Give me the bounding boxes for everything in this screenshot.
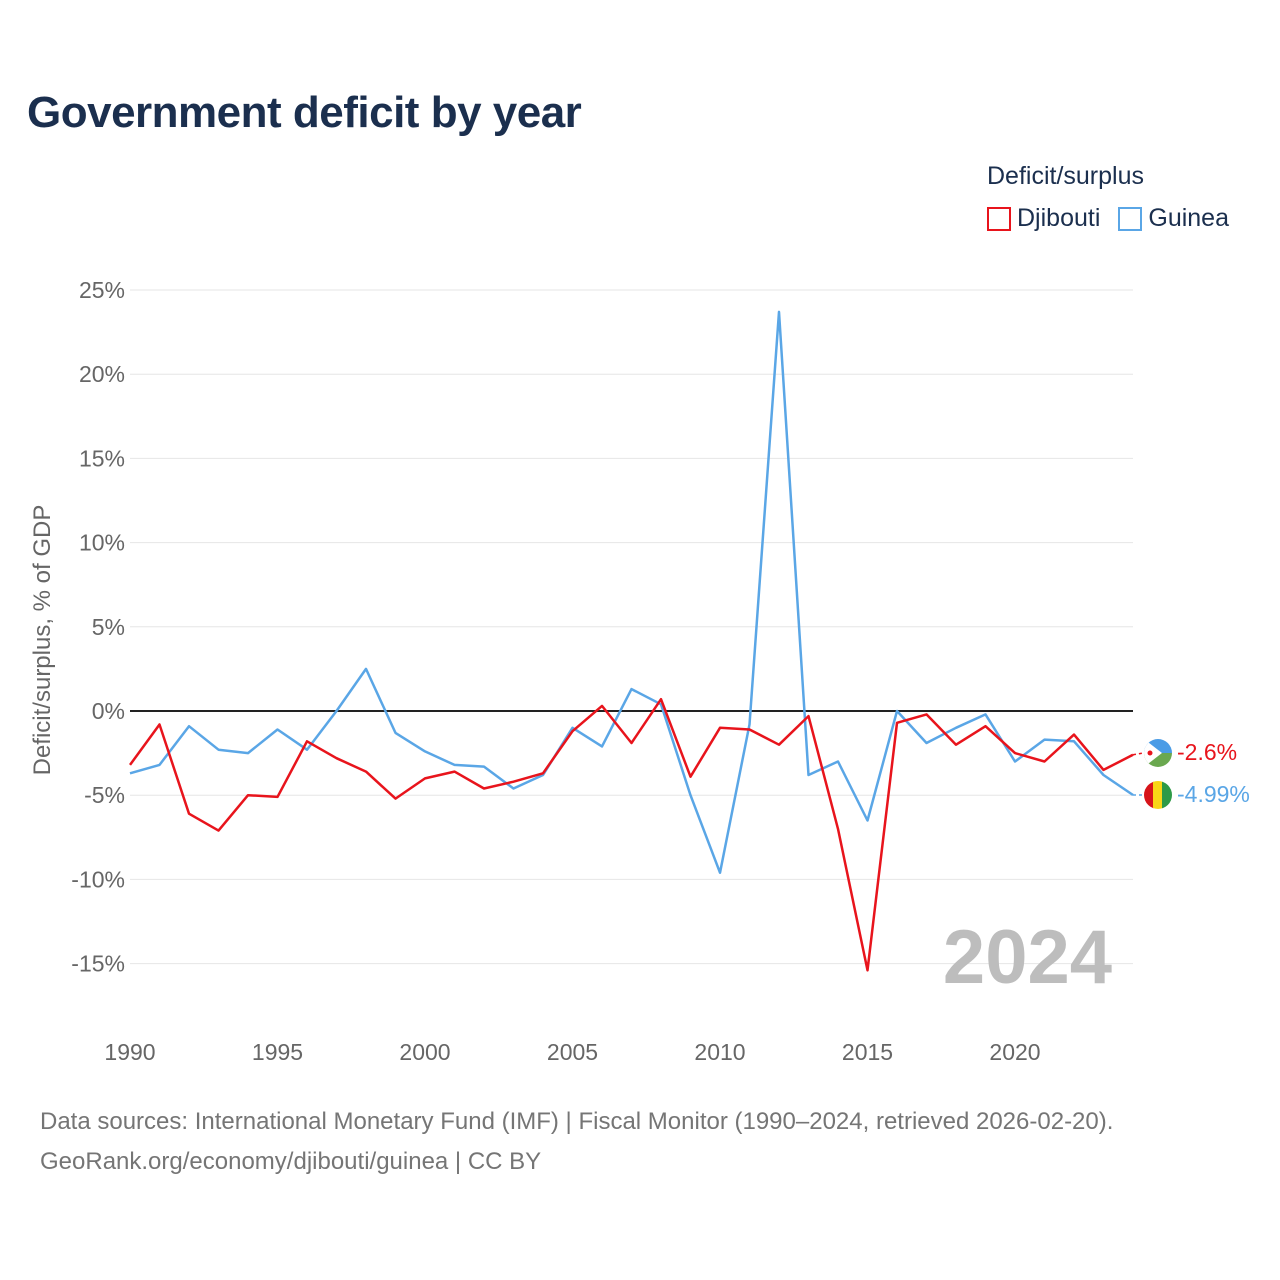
year-watermark: 2024 (943, 915, 1112, 1000)
djibouti-flag-icon (1144, 739, 1172, 767)
guinea-flag-icon (1144, 781, 1172, 809)
series-lines (128, 310, 1144, 972)
x-tick-label: 1995 (252, 1039, 303, 1065)
x-tick-label: 2000 (399, 1039, 450, 1065)
y-tick-label: 10% (79, 530, 125, 556)
legend-swatch-djibouti (987, 206, 1011, 231)
y-axis-ticks: 25% 20% 15% 10% 5% 0% -5% -10% -15% (71, 277, 125, 977)
end-label-djibouti: -2.6% (1177, 739, 1237, 765)
series-line-guinea[interactable] (129, 310, 1134, 874)
legend-label-guinea: Guinea (1148, 204, 1229, 232)
y-tick-label: 15% (79, 445, 125, 471)
legend-label-djibouti: Djibouti (1017, 204, 1101, 232)
y-tick-label: -10% (71, 866, 125, 892)
legend-item-guinea[interactable]: Guinea (1118, 204, 1229, 233)
x-tick-label: 2015 (842, 1039, 893, 1065)
grid-lines (130, 289, 1133, 965)
legend-item-djibouti[interactable]: Djibouti (987, 204, 1100, 233)
x-tick-label: 1990 (104, 1039, 155, 1065)
chart-title: Government deficit by year (27, 88, 582, 137)
x-tick-label: 2010 (694, 1039, 745, 1065)
end-label-guinea: -4.99% (1177, 781, 1250, 807)
data-sources-text: Data sources: International Monetary Fun… (40, 1108, 1114, 1135)
source-link[interactable]: GeoRank.org/economy/djibouti/guinea | CC… (40, 1148, 542, 1175)
connector-djibouti (1132, 752, 1144, 756)
x-tick-label: 2020 (989, 1039, 1040, 1065)
y-tick-label: 25% (79, 277, 125, 303)
y-tick-label: 0% (92, 698, 125, 724)
x-axis-ticks: 1990 1995 2000 2005 2010 2015 2020 (104, 1039, 1040, 1065)
x-tick-label: 2005 (547, 1039, 598, 1065)
y-tick-label: 5% (92, 614, 125, 640)
y-tick-label: -15% (71, 951, 125, 977)
legend-title: Deficit/surplus (987, 162, 1144, 190)
legend-swatch-guinea (1118, 206, 1143, 231)
y-tick-label: 20% (79, 361, 125, 387)
y-tick-label: -5% (84, 782, 125, 808)
y-axis-label: Deficit/surplus, % of GDP (29, 505, 56, 776)
line-chart: 25% 20% 15% 10% 5% 0% -5% -10% -15% 1990 1995 2000… (29, 277, 1250, 1065)
legend: Djibouti Guinea (987, 204, 1247, 233)
series-line-djibouti[interactable] (128, 697, 1134, 972)
